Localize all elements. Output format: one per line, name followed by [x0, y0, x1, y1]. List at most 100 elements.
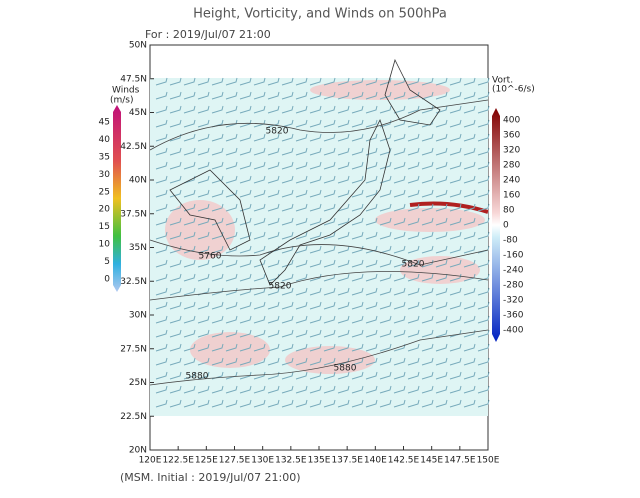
wind-barb [435, 161, 448, 170]
wind-barb [183, 119, 196, 128]
wind-barb [337, 301, 350, 310]
wind-barb [393, 273, 406, 282]
wind-barb [155, 357, 168, 366]
wind-barb [365, 231, 378, 240]
wind-barb [323, 161, 336, 170]
wind-barb [295, 217, 308, 226]
wind-barb [379, 231, 392, 240]
wind-barb [169, 301, 182, 310]
wind-barb [421, 77, 434, 86]
wind-barb [267, 203, 280, 212]
wind-barb [421, 189, 434, 198]
wind-barb [281, 175, 294, 184]
wind-barb [477, 203, 490, 212]
wind-barb [197, 245, 210, 254]
wind-barb [309, 231, 322, 240]
wind-barb [393, 231, 406, 240]
wind-barb [337, 161, 350, 170]
wind-barb [169, 161, 182, 170]
wind-barb [169, 175, 182, 184]
wind-barb [449, 133, 462, 142]
wind-barb [407, 203, 420, 212]
wind-barb [211, 203, 224, 212]
wind-bar-label: 30 [99, 170, 111, 180]
wind-bar-label: 0 [104, 275, 110, 285]
wind-barb [309, 315, 322, 324]
vort-bar-label: 400 [503, 116, 520, 126]
wind-barb [365, 357, 378, 366]
wind-barb [379, 217, 392, 226]
wind-barb [323, 245, 336, 254]
wind-barb [197, 133, 210, 142]
wind-barb [197, 147, 210, 156]
wind-barb [295, 231, 308, 240]
wind-barb [211, 343, 224, 352]
wind-barb [435, 343, 448, 352]
wind-barb [351, 385, 364, 394]
wind-barb [323, 203, 336, 212]
wind-barb [463, 357, 476, 366]
wind-barb [309, 133, 322, 142]
wind-barb [379, 245, 392, 254]
wind-barb [309, 91, 322, 100]
wind-barb [379, 105, 392, 114]
wind-barb [435, 175, 448, 184]
wind-barb [323, 91, 336, 100]
wind-barb [183, 287, 196, 296]
wind-barb [421, 301, 434, 310]
wind-barb [393, 175, 406, 184]
contour-label: 5760 [199, 252, 222, 262]
wind-barb [323, 287, 336, 296]
wind-barb [197, 301, 210, 310]
wind-barb [477, 231, 490, 240]
wind-barb [393, 203, 406, 212]
wind-barb [477, 273, 490, 282]
wind-barb [393, 133, 406, 142]
wind-barb [463, 77, 476, 86]
wind-barb [351, 245, 364, 254]
wind-bar-label: 40 [99, 135, 111, 145]
wind-barb [463, 217, 476, 226]
wind-barb [309, 343, 322, 352]
wind-barb [169, 273, 182, 282]
vort-bar-label: -400 [503, 326, 524, 336]
vort-bar-title: Vort. [492, 76, 513, 86]
wind-barb [407, 245, 420, 254]
wind-barb [449, 287, 462, 296]
lat-label: 50N [129, 41, 147, 51]
wind-barb [295, 77, 308, 86]
wind-barb [323, 315, 336, 324]
wind-barb [407, 161, 420, 170]
wind-barb [323, 371, 336, 380]
wind-barb [267, 399, 280, 408]
wind-barb [183, 245, 196, 254]
wind-barb [253, 245, 266, 254]
wind-barb [239, 189, 252, 198]
wind-barb [351, 119, 364, 128]
wind-barb [211, 273, 224, 282]
wind-barb [435, 147, 448, 156]
wind-barb [323, 301, 336, 310]
wind-barb [435, 133, 448, 142]
wind-barb [281, 203, 294, 212]
wind-barb [407, 385, 420, 394]
wind-barb [197, 175, 210, 184]
wind-barb [309, 301, 322, 310]
wind-barb [169, 385, 182, 394]
wind-barb [449, 273, 462, 282]
wind-barb [211, 175, 224, 184]
wind-barb [197, 77, 210, 86]
wind-barb [407, 91, 420, 100]
wind-barb [379, 91, 392, 100]
wind-barb [239, 343, 252, 352]
lon-label: 125E [195, 456, 218, 466]
wind-barb [435, 357, 448, 366]
wind-barb [365, 105, 378, 114]
wind-barb [477, 385, 490, 394]
wind-barb [253, 273, 266, 282]
wind-barb [197, 217, 210, 226]
wind-barb [351, 287, 364, 296]
wind-barb [239, 161, 252, 170]
vort-bar-label: 240 [503, 176, 520, 186]
wind-barb [351, 329, 364, 338]
